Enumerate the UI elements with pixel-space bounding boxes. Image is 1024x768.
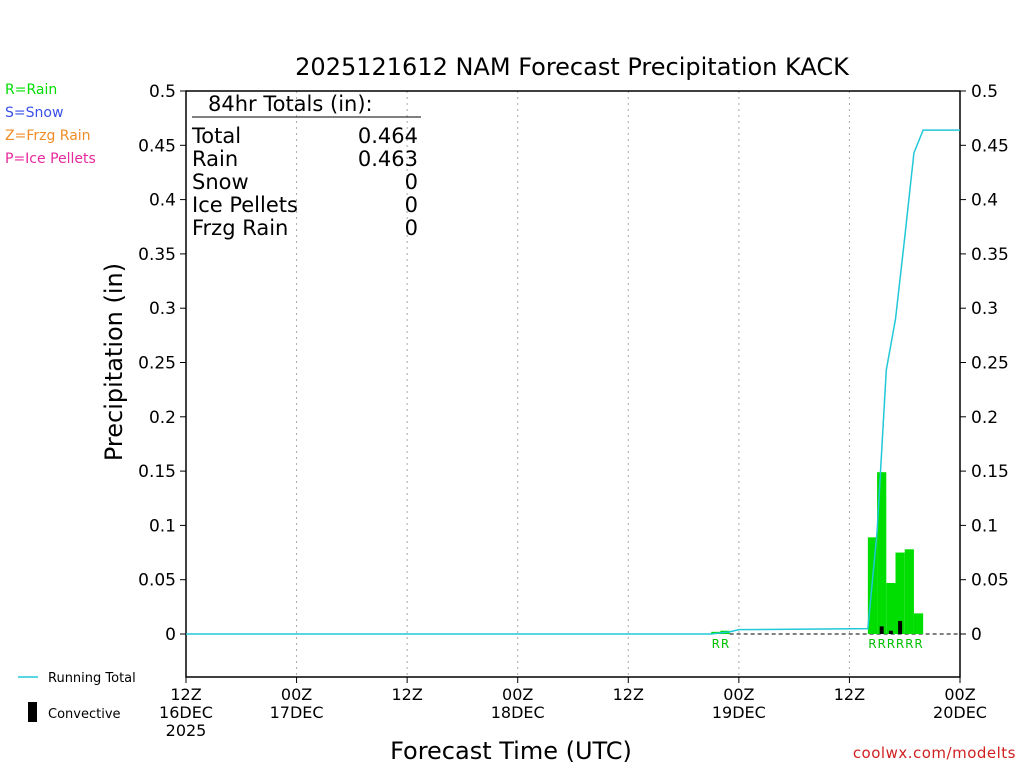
convective-bar xyxy=(898,620,903,634)
plot-area: 0 00.05 0.050.1 0.10.15 0.150.2 0.20.25 0.250.… xyxy=(18,82,1009,740)
x-tick-label: 20DEC xyxy=(933,703,987,722)
y-tick-label-right: 0.25 xyxy=(971,354,1009,374)
x-tick-label: 00Z xyxy=(281,685,312,704)
precip-bar xyxy=(895,552,905,634)
totals-row-label: Rain xyxy=(192,147,238,171)
ptype-legend-ice-pellets: P=Ice Pellets xyxy=(5,151,96,167)
x-tick-label: 16DEC xyxy=(159,703,213,722)
source-link[interactable]: coolwx.com/modelts xyxy=(852,744,1016,762)
x-axis-label: Forecast Time (UTC) xyxy=(390,737,632,765)
convective-bar xyxy=(888,630,893,634)
convective-legend-swatch xyxy=(28,702,37,722)
y-tick-label-right: 0.45 xyxy=(971,136,1009,156)
running-total-line xyxy=(186,129,960,635)
plot-frame xyxy=(185,90,961,678)
totals-header: 84hr Totals (in): xyxy=(208,92,373,116)
y-tick-label-right: 0.5 xyxy=(971,82,998,102)
totals-row-label: Ice Pellets xyxy=(192,193,298,217)
convective-legend-label: Convective xyxy=(48,707,121,722)
convective-bar xyxy=(879,626,884,634)
running-total-legend-label: Running Total xyxy=(48,671,136,686)
y-tick-label-right: 0.4 xyxy=(971,191,998,211)
y-tick-label-left: 0.3 xyxy=(149,299,176,319)
x-tick-label: 12Z xyxy=(391,685,422,704)
x-tick-label: 2025 xyxy=(166,721,207,740)
totals-row-value: 0 xyxy=(405,193,418,217)
totals-row-value: 0 xyxy=(405,216,418,240)
precip-bar xyxy=(904,549,914,634)
ptype-label: R xyxy=(868,637,876,651)
x-tick-label: 18DEC xyxy=(491,703,545,722)
ptype-legend-frzg-rain: Z=Frzg Rain xyxy=(5,128,91,144)
ptype-label: R xyxy=(896,637,904,651)
y-tick-label-left: 0.05 xyxy=(138,571,176,591)
chart-title: 2025121612 NAM Forecast Precipitation KA… xyxy=(295,53,850,81)
x-tick-label: 19DEC xyxy=(712,703,766,722)
y-tick-label-left: 0.45 xyxy=(138,136,176,156)
y-tick-label-left: 0.5 xyxy=(149,82,176,102)
ptype-label: R xyxy=(914,637,922,651)
y-tick-label-left: 0.1 xyxy=(149,516,176,536)
precip-bar xyxy=(886,582,896,634)
y-axis-label: Precipitation (in) xyxy=(100,263,128,461)
totals-row-value: 0.463 xyxy=(358,147,418,171)
y-tick-label-right: 0.1 xyxy=(971,516,998,536)
totals-row-value: 0.464 xyxy=(358,124,418,148)
ptype-legend-snow: S=Snow xyxy=(5,105,64,121)
y-tick-label-left: 0.4 xyxy=(149,191,176,211)
x-tick-label: 12Z xyxy=(834,685,865,704)
y-tick-label-left: 0.35 xyxy=(138,245,176,265)
y-tick-label-left: 0.25 xyxy=(138,354,176,374)
totals-row-value: 0 xyxy=(405,170,418,194)
ptype-label: R xyxy=(712,637,720,651)
y-tick-label-right: 0.15 xyxy=(971,462,1009,482)
ptype-legend-rain: R=Rain xyxy=(5,82,58,98)
ptype-label: R xyxy=(878,637,886,651)
ptype-label: R xyxy=(905,637,913,651)
x-tick-label: 12Z xyxy=(613,685,644,704)
y-tick-label-left: 0.15 xyxy=(138,462,176,482)
y-tick-label-right: 0.2 xyxy=(971,408,998,428)
y-tick-label-right: 0.05 xyxy=(971,571,1009,591)
precip-bar xyxy=(913,613,924,634)
x-tick-label: 00Z xyxy=(944,685,975,704)
ptype-label: R xyxy=(887,637,895,651)
y-tick-label-right: 0.35 xyxy=(971,245,1009,265)
totals-row-label: Total xyxy=(191,124,241,148)
totals-row-label: Frzg Rain xyxy=(192,216,288,240)
ptype-label: R xyxy=(721,637,729,651)
y-tick-label-right: 0.3 xyxy=(971,299,998,319)
x-tick-label: 00Z xyxy=(502,685,533,704)
x-tick-label: 17DEC xyxy=(270,703,324,722)
precip-bar xyxy=(877,472,887,634)
x-tick-label: 12Z xyxy=(170,685,201,704)
y-tick-label-left: 0 xyxy=(165,625,176,645)
x-tick-label: 00Z xyxy=(723,685,754,704)
totals-row-label: Snow xyxy=(192,170,249,194)
y-tick-label-left: 0.2 xyxy=(149,408,176,428)
y-tick-label-right: 0 xyxy=(971,625,982,645)
